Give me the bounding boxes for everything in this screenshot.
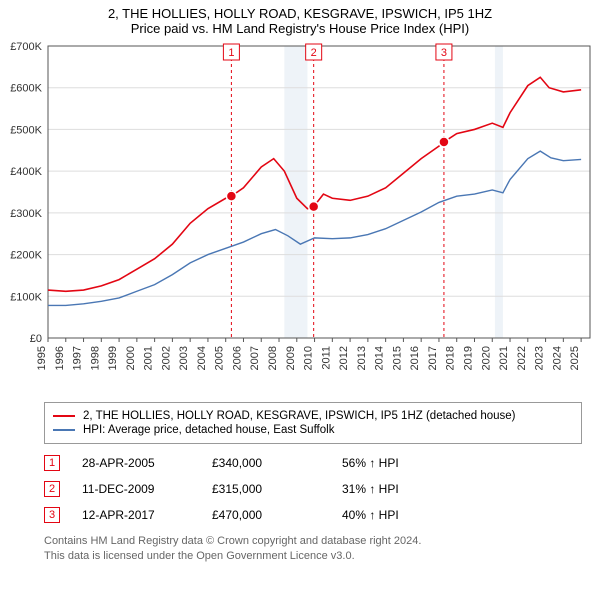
title-block: 2, THE HOLLIES, HOLLY ROAD, KESGRAVE, IP… [0,0,600,38]
sale-price: £470,000 [212,508,342,522]
sale-date: 12-APR-2017 [82,508,212,522]
svg-text:2001: 2001 [143,346,155,370]
svg-text:2012: 2012 [338,346,350,370]
svg-text:£300K: £300K [10,208,42,220]
attribution: Contains HM Land Registry data © Crown c… [44,534,582,564]
svg-text:£400K: £400K [10,166,42,178]
svg-text:2005: 2005 [214,346,226,370]
svg-text:2008: 2008 [267,346,279,370]
svg-text:2015: 2015 [391,346,403,370]
svg-text:2010: 2010 [303,346,315,370]
attribution-line1: Contains HM Land Registry data © Crown c… [44,534,582,549]
svg-text:2022: 2022 [516,346,528,370]
svg-text:2014: 2014 [374,346,386,370]
sale-row: 2 11-DEC-2009£315,00031% ↑ HPI [44,476,582,502]
sale-delta: 40% ↑ HPI [342,508,582,522]
svg-text:2003: 2003 [178,346,190,370]
svg-text:1: 1 [228,47,234,59]
chart-area: £0 £100K £200K £300K £400K £500K £600K £700K 199… [0,38,600,398]
svg-text:£0: £0 [30,333,42,345]
sale-row: 3 12-APR-2017£470,00040% ↑ HPI [44,502,582,528]
svg-text:2025: 2025 [569,346,581,370]
legend: 2, THE HOLLIES, HOLLY ROAD, KESGRAVE, IP… [44,402,582,444]
legend-swatch [53,429,75,431]
sale-delta: 31% ↑ HPI [342,482,582,496]
svg-text:2019: 2019 [462,346,474,370]
svg-text:2020: 2020 [480,346,492,370]
figure-root: 2, THE HOLLIES, HOLLY ROAD, KESGRAVE, IP… [0,0,600,564]
svg-text:2024: 2024 [551,346,563,370]
svg-text:1998: 1998 [89,346,101,370]
svg-text:1997: 1997 [72,346,84,370]
title-line2: Price paid vs. HM Land Registry's House … [10,21,590,36]
sales-table: 1 28-APR-2005£340,00056% ↑ HPI 2 11-DEC-200… [44,450,582,528]
svg-text:2007: 2007 [249,346,261,370]
sale-price: £340,000 [212,456,342,470]
sale-delta: 56% ↑ HPI [342,456,582,470]
svg-text:£600K: £600K [10,83,42,95]
legend-label: HPI: Average price, detached house, East… [83,424,334,436]
svg-text:2: 2 [311,47,317,59]
legend-swatch [53,415,75,417]
attribution-line2: This data is licensed under the Open Gov… [44,549,582,564]
sale-badge: 1 [44,455,60,471]
svg-text:3: 3 [441,47,447,59]
svg-text:2002: 2002 [160,346,172,370]
legend-row: 2, THE HOLLIES, HOLLY ROAD, KESGRAVE, IP… [53,410,573,422]
svg-text:2021: 2021 [498,346,510,370]
svg-text:£500K: £500K [10,124,42,136]
svg-text:£100K: £100K [10,291,42,303]
sale-date: 11-DEC-2009 [82,482,212,496]
svg-text:2011: 2011 [320,346,332,370]
svg-text:2004: 2004 [196,346,208,370]
svg-text:2013: 2013 [356,346,368,370]
sale-row: 1 28-APR-2005£340,00056% ↑ HPI [44,450,582,476]
legend-row: HPI: Average price, detached house, East… [53,424,573,436]
sale-badge: 2 [44,481,60,497]
svg-text:2009: 2009 [285,346,297,370]
svg-text:1996: 1996 [54,346,66,370]
svg-text:£200K: £200K [10,250,42,262]
sale-date: 28-APR-2005 [82,456,212,470]
svg-text:1995: 1995 [36,346,48,370]
legend-label: 2, THE HOLLIES, HOLLY ROAD, KESGRAVE, IP… [83,410,515,422]
svg-text:2016: 2016 [409,346,421,370]
svg-text:2023: 2023 [534,346,546,370]
title-line1: 2, THE HOLLIES, HOLLY ROAD, KESGRAVE, IP… [10,6,590,21]
svg-text:2006: 2006 [231,346,243,370]
svg-text:2000: 2000 [125,346,137,370]
svg-text:2017: 2017 [427,346,439,370]
chart-svg: £0 £100K £200K £300K £400K £500K £600K £700K 199… [0,38,600,398]
svg-text:2018: 2018 [445,346,457,370]
svg-text:£700K: £700K [10,41,42,53]
sale-price: £315,000 [212,482,342,496]
svg-text:1999: 1999 [107,346,119,370]
sale-badge: 3 [44,507,60,523]
